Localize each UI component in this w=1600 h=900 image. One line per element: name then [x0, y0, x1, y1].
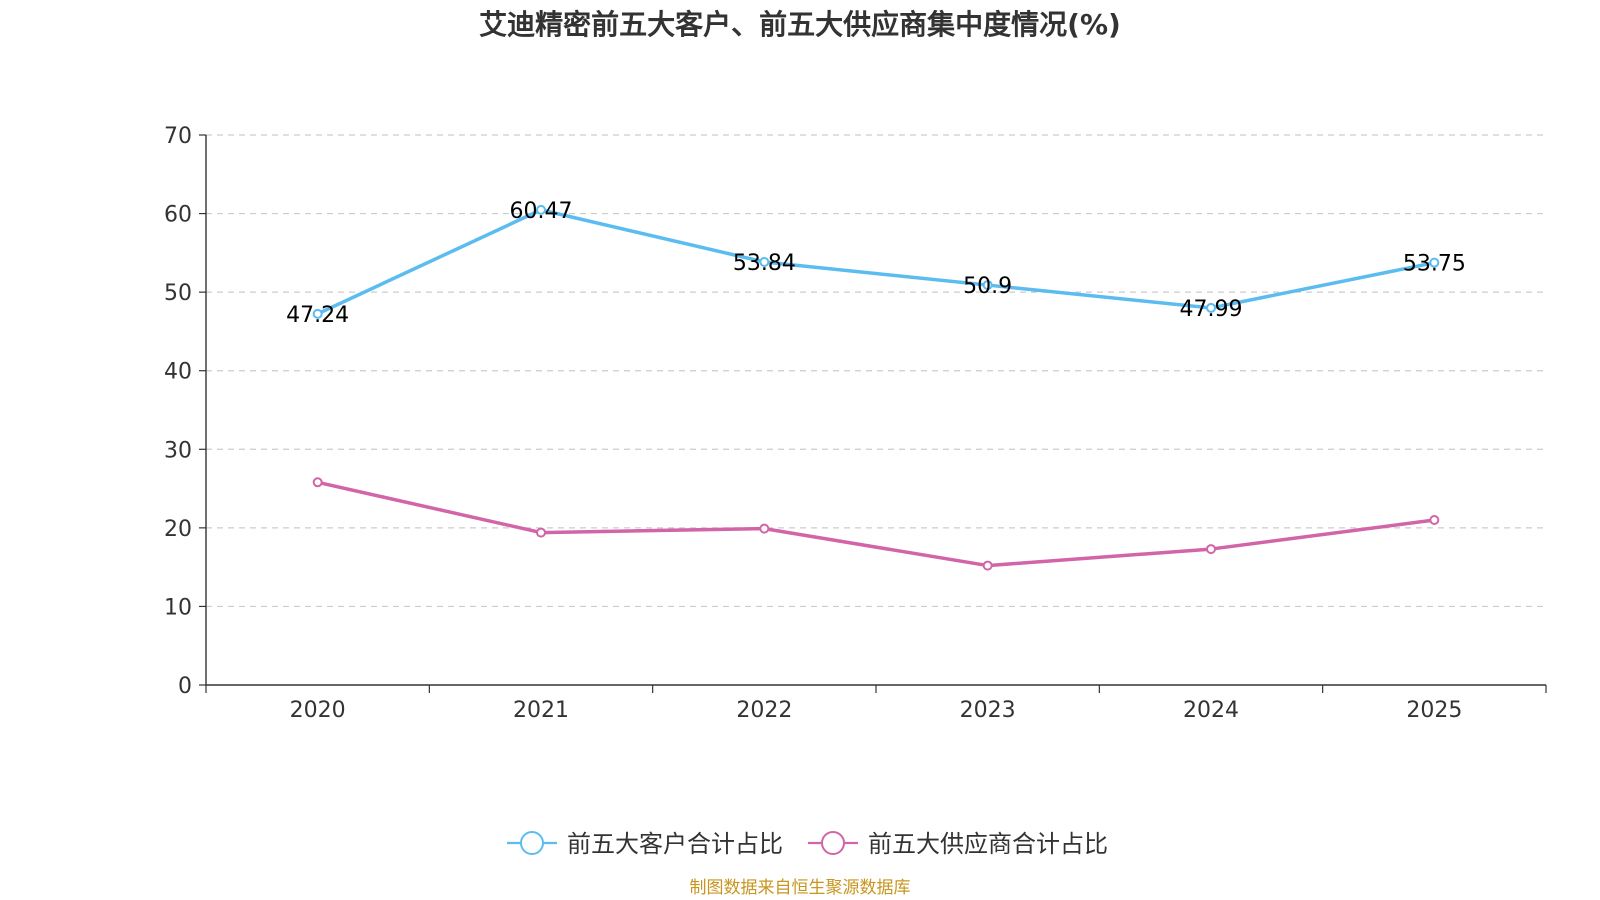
- legend[interactable]: 前五大客户合计占比 前五大供应商合计占比: [507, 830, 1108, 858]
- data-labels: 47.24 60.47 53.84 50.9 47.99 53.75: [286, 199, 1466, 328]
- data-point[interactable]: [759, 256, 770, 267]
- y-tick-label: 70: [164, 124, 192, 149]
- y-tick-label: 50: [164, 281, 192, 306]
- x-tick-label: 2024: [1183, 698, 1239, 723]
- data-point[interactable]: [312, 477, 323, 488]
- data-label: 53.75: [1403, 252, 1466, 277]
- data-label: 53.84: [733, 251, 796, 276]
- x-tick-label: 2020: [290, 698, 346, 723]
- data-point[interactable]: [759, 523, 770, 534]
- y-tick-label: 60: [164, 203, 192, 228]
- series-line-1: [316, 208, 1435, 316]
- y-tick-label: 0: [178, 674, 192, 699]
- series-line-2: [317, 480, 1435, 568]
- y-tick-label: 10: [164, 595, 192, 620]
- data-point[interactable]: [1429, 257, 1440, 268]
- x-tick-label: 2021: [513, 698, 569, 723]
- data-label: 47.99: [1180, 297, 1243, 322]
- axes: 0 10 20 30 40 50 60 70 2020 2021 2022 2023 2024 2025: [164, 124, 1547, 723]
- x-tick-label: 2022: [736, 698, 792, 723]
- y-tick-label: 30: [164, 438, 192, 463]
- data-point[interactable]: [1429, 515, 1440, 525]
- legend-item-2[interactable]: 前五大供应商合计占比: [808, 830, 1108, 858]
- legend-label: 前五大供应商合计占比: [868, 830, 1108, 858]
- y-tick-label: 40: [164, 360, 192, 385]
- data-point[interactable]: [312, 308, 323, 319]
- data-label: 60.47: [510, 199, 573, 224]
- legend-marker-icon: [520, 831, 544, 855]
- data-point[interactable]: [1206, 544, 1216, 555]
- data-point[interactable]: [982, 560, 993, 571]
- x-tick-label: 2023: [960, 698, 1016, 723]
- data-label: 50.9: [963, 274, 1012, 299]
- data-point[interactable]: [536, 204, 546, 215]
- source-note: 制图数据来自恒生聚源数据库: [690, 878, 911, 898]
- y-tick-label: 20: [164, 517, 192, 542]
- data-point[interactable]: [1206, 302, 1216, 313]
- chart-title: 艾迪精密前五大客户、前五大供应商集中度情况(%): [479, 8, 1121, 41]
- legend-label: 前五大客户合计占比: [567, 830, 783, 858]
- grid-lines: [206, 134, 1546, 608]
- data-point[interactable]: [536, 527, 546, 538]
- data-point[interactable]: [982, 280, 993, 291]
- series-group: [312, 204, 1440, 571]
- legend-marker-icon: [821, 831, 845, 855]
- legend-item-1[interactable]: 前五大客户合计占比: [507, 830, 783, 858]
- data-label: 47.24: [286, 303, 349, 328]
- x-tick-label: 2025: [1406, 698, 1462, 723]
